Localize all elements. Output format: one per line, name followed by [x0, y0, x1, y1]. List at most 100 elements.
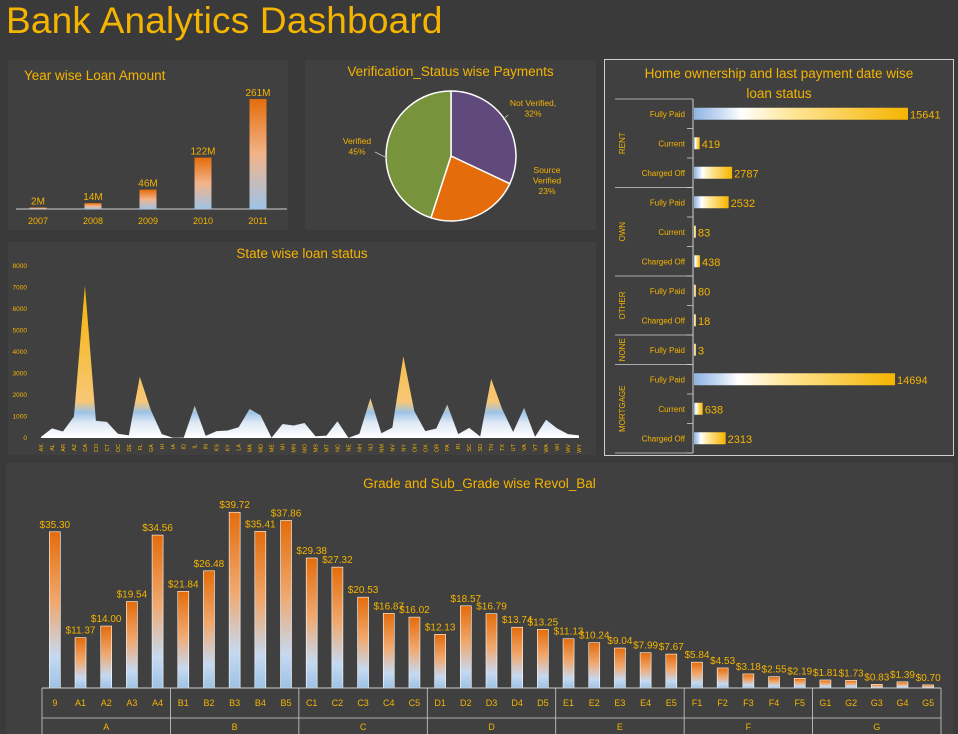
- state-x-tick: NM: [379, 444, 385, 453]
- home-row-label: Fully Paid: [650, 287, 685, 296]
- grade-bar: [845, 680, 857, 689]
- grade-bar: [74, 637, 87, 689]
- dashboard-title: Bank Analytics Dashboard: [6, 0, 443, 41]
- home-bar: [694, 402, 703, 415]
- year-bar: [139, 189, 157, 209]
- state-x-tick: MI: [281, 444, 287, 451]
- grade-bar-label: $12.13: [425, 622, 456, 633]
- year-bar-label: 261M: [245, 88, 270, 99]
- grade-bar: [331, 566, 344, 689]
- grade-group-label: F: [746, 722, 752, 732]
- home-bar-value: 14694: [897, 375, 928, 387]
- state-x-tick: VA: [522, 444, 528, 451]
- grade-bar: [100, 625, 113, 689]
- grade-bar-label: $35.30: [40, 520, 71, 531]
- home-bar: [694, 343, 696, 356]
- home-group-label: OTHER: [618, 291, 627, 319]
- grade-subgrade-label: B1: [178, 698, 189, 708]
- grade-bar-label: $19.54: [117, 590, 148, 601]
- state-x-tick: MA: [248, 444, 254, 453]
- home-bar: [694, 196, 729, 209]
- grade-bar-label: $2.19: [787, 666, 812, 677]
- state-x-tick: TN: [489, 444, 495, 451]
- grade-subgrade-label: A2: [101, 698, 112, 708]
- state-x-tick: IA: [171, 444, 177, 450]
- grade-bar-label: $4.53: [710, 656, 735, 667]
- home-bar-value: 2313: [728, 434, 752, 446]
- state-x-tick: OR: [434, 444, 440, 452]
- home-bar: [694, 137, 700, 150]
- grade-subgrade-label: E1: [563, 698, 574, 708]
- state-y-tick: 7000: [13, 285, 28, 292]
- grade-subgrade-label: D3: [486, 698, 498, 708]
- grade-bar-label: $11.13: [554, 627, 584, 638]
- state-x-tick: WI: [555, 444, 561, 451]
- home-bar-value: 80: [698, 286, 710, 298]
- state-x-tick: RI: [456, 444, 462, 450]
- home-bar-value: 2787: [734, 168, 758, 180]
- grade-bar: [228, 511, 241, 689]
- grade-bar: [614, 647, 626, 689]
- state-x-tick: TX: [500, 444, 506, 451]
- grade-bar-label: $14.00: [91, 614, 122, 625]
- grade-bar: [639, 652, 652, 689]
- grade-bar: [254, 531, 267, 689]
- state-x-tick: NE: [346, 444, 352, 452]
- grade-subgrade-label: C3: [357, 698, 369, 708]
- grade-bar-label: $0.83: [864, 672, 889, 683]
- grade-bar: [665, 653, 678, 689]
- grade-bar-label: $9.04: [607, 636, 632, 647]
- grade-group-label: C: [360, 722, 367, 732]
- year-bar: [29, 207, 47, 209]
- grade-subgrade-label: D1: [434, 698, 446, 708]
- pie-slice: [450, 90, 517, 185]
- year-bar-label: 2M: [31, 197, 45, 208]
- grade-group-label: E: [617, 722, 623, 732]
- grade-subgrade-label: F5: [794, 698, 805, 708]
- state-y-tick: 4000: [13, 349, 28, 356]
- home-bar: [694, 284, 696, 297]
- grade-subgrade-label: D5: [537, 698, 549, 708]
- state-x-tick: AL: [50, 444, 56, 451]
- grade-bar-label: $2.55: [762, 665, 787, 676]
- home-row-label: Charged Off: [642, 169, 686, 178]
- year-tick-label: 2009: [138, 216, 158, 226]
- state-y-tick: 1000: [13, 414, 28, 421]
- state-x-tick: NJ: [368, 444, 374, 451]
- grade-bar-label: $7.99: [633, 641, 658, 652]
- state-chart-title: State wise loan status: [236, 246, 368, 261]
- grade-subgrade-label: D4: [511, 698, 523, 708]
- state-x-tick: NC: [335, 444, 341, 452]
- grade-group-label: A: [103, 722, 109, 732]
- home-bar-value: 638: [705, 404, 723, 416]
- verification-chart-title: Verification_Status wise Payments: [347, 64, 554, 79]
- home-bar-value: 2532: [731, 198, 755, 210]
- state-x-tick: KS: [215, 444, 221, 452]
- grade-subgrade-label: C5: [409, 698, 421, 708]
- state-x-tick: DC: [116, 444, 122, 452]
- grade-subgrade-label: 9: [52, 698, 57, 708]
- home-row-label: Charged Off: [642, 316, 686, 325]
- grade-bar-label: $11.37: [66, 626, 96, 637]
- grade-bar: [460, 605, 472, 689]
- pie-slice-label: Not Verified, 32%: [510, 98, 556, 119]
- state-x-tick: WA: [544, 444, 550, 453]
- grade-bar-label: $1.39: [890, 670, 915, 681]
- state-area-series: [41, 285, 579, 438]
- year-tick-label: 2007: [28, 216, 48, 226]
- grade-bar-label: $13.74: [502, 615, 533, 626]
- grade-subgrade-label: F3: [743, 698, 754, 708]
- grade-bar-label: $1.73: [839, 668, 864, 679]
- state-x-tick: NV: [390, 444, 396, 452]
- grade-bar: [485, 613, 498, 689]
- grade-bar: [382, 613, 395, 689]
- grade-bar: [434, 634, 446, 689]
- home-row-label: Current: [658, 139, 685, 148]
- grade-bar: [408, 616, 421, 689]
- year-bar-label: 122M: [190, 147, 215, 158]
- year-chart-title: Year wise Loan Amount: [24, 68, 166, 83]
- home-group-label: NONE: [618, 338, 627, 361]
- grade-subgrade-label: B2: [203, 698, 214, 708]
- grade-bar-label: $21.84: [168, 579, 199, 590]
- grade-subgrade-label: E5: [666, 698, 677, 708]
